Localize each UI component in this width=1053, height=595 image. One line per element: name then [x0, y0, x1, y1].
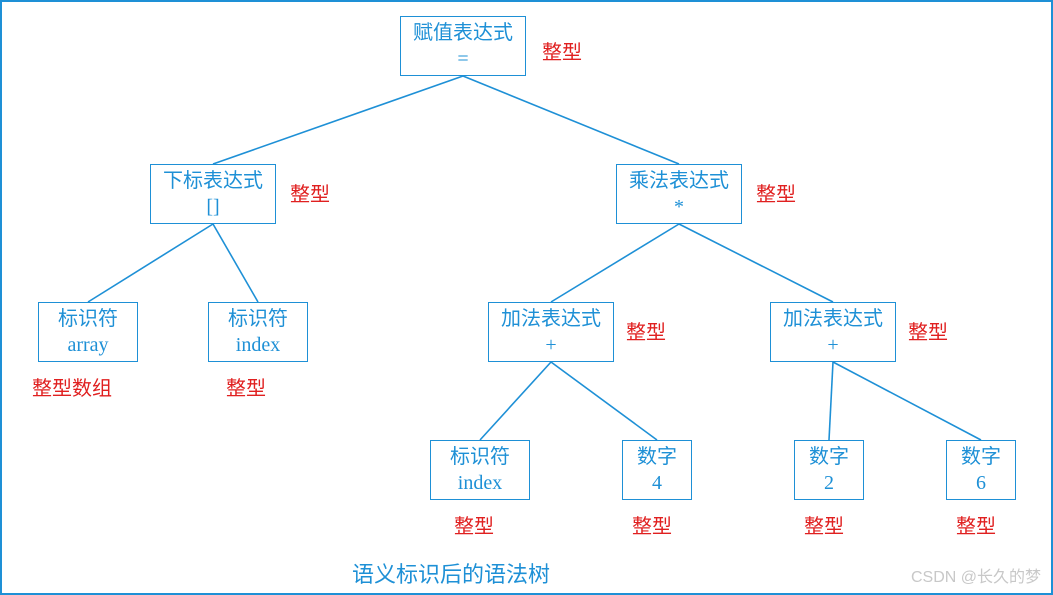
node-number-4: 数字 4 — [622, 440, 692, 500]
node-symbol: 4 — [652, 470, 662, 496]
node-add-expr-left: 加法表达式 + — [488, 302, 614, 362]
type-annotation-idI2: 整型 — [454, 510, 494, 539]
type-annotation-root: 整型 — [542, 36, 582, 65]
node-symbol: 6 — [976, 470, 986, 496]
node-mul-expr: 乘法表达式 * — [616, 164, 742, 224]
type-annotation-idA: 整型数组 — [32, 372, 112, 401]
node-subscript-expr: 下标表达式 [] — [150, 164, 276, 224]
node-label: 赋值表达式 — [413, 20, 513, 46]
node-symbol: index — [458, 470, 502, 496]
node-symbol: [] — [206, 194, 219, 220]
node-number-2: 数字 2 — [794, 440, 864, 500]
node-number-6: 数字 6 — [946, 440, 1016, 500]
node-add-expr-right: 加法表达式 + — [770, 302, 896, 362]
node-symbol: index — [236, 332, 280, 358]
watermark-text: CSDN @长久的梦 — [911, 563, 1041, 587]
node-label: 标识符 — [450, 444, 510, 470]
type-annotation-mul: 整型 — [756, 178, 796, 207]
type-annotation-addL: 整型 — [626, 316, 666, 345]
node-symbol: 2 — [824, 470, 834, 496]
type-annotation-addR: 整型 — [908, 316, 948, 345]
type-annotation-sub: 整型 — [290, 178, 330, 207]
node-label: 标识符 — [58, 306, 118, 332]
diagram-canvas: 赋值表达式 = 下标表达式 [] 乘法表达式 * 标识符 array 标识符 i… — [0, 0, 1053, 595]
node-identifier-index-2: 标识符 index — [430, 440, 530, 500]
node-label: 数字 — [961, 444, 1001, 470]
tree-edges — [2, 2, 1051, 593]
node-symbol: * — [674, 194, 684, 220]
diagram-caption: 语义标识后的语法树 — [352, 557, 550, 589]
node-label: 数字 — [809, 444, 849, 470]
type-annotation-n2: 整型 — [804, 510, 844, 539]
type-annotation-n6: 整型 — [956, 510, 996, 539]
type-annotation-n4: 整型 — [632, 510, 672, 539]
node-label: 加法表达式 — [501, 306, 601, 332]
node-symbol: + — [827, 332, 838, 358]
node-symbol: + — [545, 332, 556, 358]
node-label: 标识符 — [228, 306, 288, 332]
node-label: 加法表达式 — [783, 306, 883, 332]
node-label: 下标表达式 — [163, 168, 263, 194]
node-identifier-index-1: 标识符 index — [208, 302, 308, 362]
node-symbol: = — [457, 46, 468, 72]
node-label: 数字 — [637, 444, 677, 470]
node-symbol: array — [67, 332, 108, 358]
node-label: 乘法表达式 — [629, 168, 729, 194]
node-assignment-expr: 赋值表达式 = — [400, 16, 526, 76]
node-identifier-array: 标识符 array — [38, 302, 138, 362]
type-annotation-idI1: 整型 — [226, 372, 266, 401]
